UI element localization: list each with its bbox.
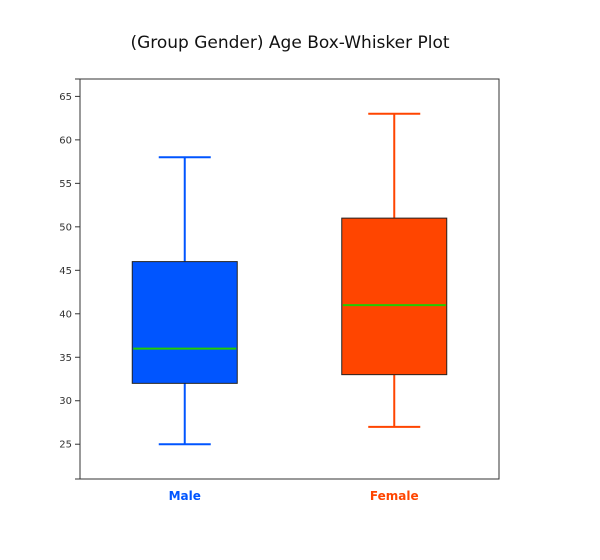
iqr-box-female — [341, 217, 448, 376]
y-tick-label-45: 45 — [59, 266, 72, 277]
y-tick-label-25: 25 — [59, 440, 72, 451]
category-label-female: Female — [370, 489, 419, 503]
y-tick-label-40: 40 — [59, 309, 72, 320]
y-tick-label-65: 65 — [59, 92, 72, 103]
box-male — [131, 156, 238, 446]
y-tick-label-60: 60 — [59, 135, 72, 146]
y-tick-label-55: 55 — [59, 179, 72, 190]
y-tick-label-35: 35 — [59, 353, 72, 364]
chart-title: (Group Gender) Age Box-Whisker Plot — [130, 33, 450, 53]
y-tick-label-30: 30 — [59, 396, 72, 407]
box-female — [341, 112, 448, 428]
y-tick-label-50: 50 — [59, 222, 72, 233]
category-label-male: Male — [169, 489, 201, 503]
iqr-box-male — [131, 261, 238, 384]
